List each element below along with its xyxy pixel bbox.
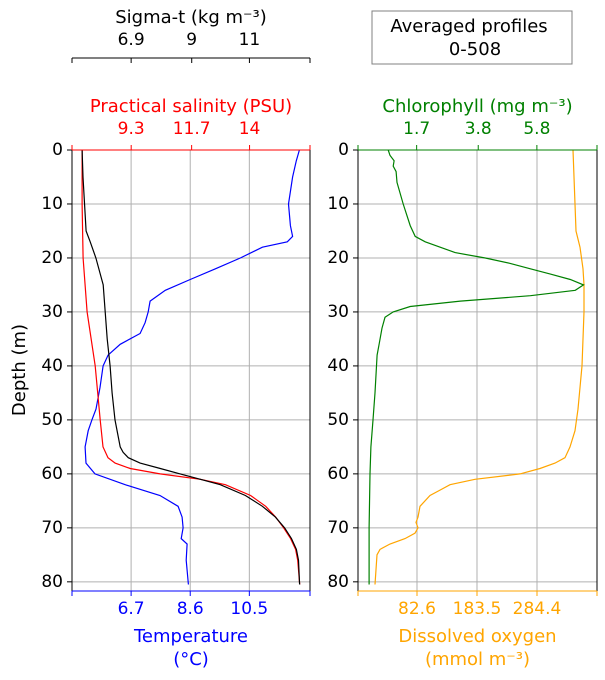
x-tick-label: 8.6 [177,599,204,619]
y-tick-label: 80 [327,572,349,592]
y-tick-label: 30 [327,302,349,322]
y-tick-label: 60 [327,464,349,484]
y-tick-label: 50 [41,410,63,430]
x-axis-label: Sigma-t (kg m⁻³) [115,7,267,28]
y-tick-label: 70 [327,518,349,538]
x-axis-label: Chlorophyll (mg m⁻³) [382,96,572,117]
y-axis-label: Depth (m) [9,324,30,416]
y-tick-label: 80 [41,572,63,592]
x-axis-label: (mmol m⁻³) [425,649,530,670]
x-tick-label: 11 [239,30,261,50]
x-tick-label: 183.5 [453,599,502,619]
y-tick-label: 30 [41,302,63,322]
x-tick-label: 10.5 [230,599,268,619]
y-tick-label: 20 [41,248,63,268]
y-tick-label: 50 [327,410,349,430]
annotation: 0-508 [449,39,501,60]
y-tick-label: 10 [41,194,63,214]
x-tick-label: 82.6 [398,599,436,619]
plot-frame [357,149,598,592]
profile-line [84,149,300,585]
x-tick-label: 5.8 [523,119,550,139]
x-tick-label: 1.7 [403,119,430,139]
x-tick-label: 284.4 [513,599,562,619]
x-axis-label: Dissolved oxygen [398,626,556,647]
plot-frame [71,149,311,592]
annotation: Averaged profiles [390,16,547,37]
x-tick-label: 6.9 [118,30,145,50]
x-axis-label: (°C) [173,649,209,670]
y-tick-label: 20 [327,248,349,268]
x-tick-label: 11.7 [173,119,211,139]
profile-line [374,149,585,585]
x-tick-label: 9 [186,30,197,50]
x-tick-label: 6.7 [118,599,145,619]
x-tick-label: 9.3 [118,119,145,139]
y-tick-label: 0 [52,140,63,160]
y-tick-label: 70 [41,518,63,538]
y-tick-label: 40 [41,356,63,376]
x-tick-label: 3.8 [465,119,492,139]
x-axis-label: Temperature [133,626,248,647]
y-tick-label: 10 [327,194,349,214]
y-tick-label: 0 [338,140,349,160]
annotation-box [371,10,573,65]
x-tick-label: 14 [239,119,261,139]
y-tick-label: 40 [327,356,349,376]
y-tick-label: 60 [41,464,63,484]
profile-line [368,149,585,585]
x-axis-label: Practical salinity (PSU) [90,96,292,117]
profile-line [81,149,301,585]
profile-line [81,150,301,585]
